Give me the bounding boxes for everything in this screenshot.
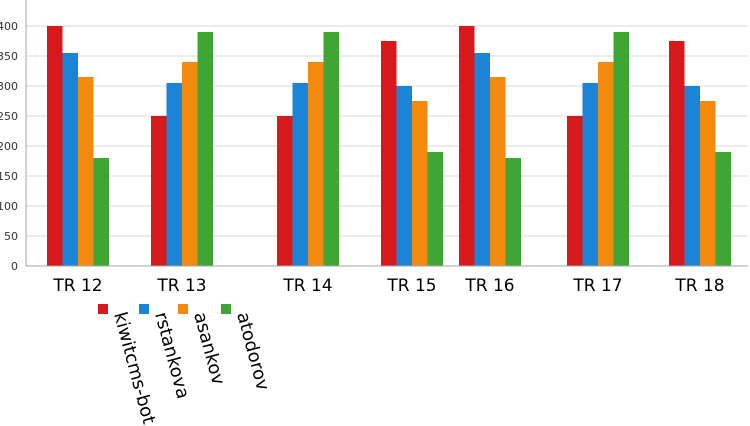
legend-label: atodorov [232,310,273,393]
bar [47,26,63,266]
y-tick-label: 350 [0,50,18,63]
bar [700,101,716,266]
bar [412,101,428,266]
x-tick-label: TR 18 [674,276,724,296]
bar [613,32,629,266]
x-tick-label: TR 17 [572,276,622,296]
bar [598,62,614,266]
x-tick-label: TR 13 [156,276,206,296]
y-tick-label: 250 [0,110,18,123]
bar [381,41,397,266]
legend-swatch [178,304,188,314]
bar [567,116,583,266]
bar [427,152,443,266]
legend-label: rstankova [150,310,193,401]
bar [715,152,731,266]
bar [308,62,324,266]
bar [490,77,506,266]
x-tick-label: TR 16 [464,276,514,296]
bar [151,116,167,266]
bar [166,83,182,266]
y-tick-label: 200 [0,140,18,153]
y-tick-label: 400 [0,20,18,33]
y-axis-ticks: 0 50 100 150 200 250 300 350 400 [0,20,18,273]
bar [182,62,198,266]
bar [474,53,490,266]
x-axis-ticks: TR 12 TR 13 TR 14 TR 15 TR 16 TR 17 TR 18 [52,276,724,296]
y-tick-label: 300 [0,80,18,93]
bar [78,77,94,266]
x-tick-label: TR 12 [52,276,102,296]
legend-swatch [221,304,231,314]
y-tick-label: 100 [0,200,18,213]
bar [396,86,412,266]
bar [323,32,339,266]
bar [93,158,109,266]
y-tick-label: 150 [0,170,18,183]
legend-swatch [98,304,108,314]
bar [197,32,213,266]
bar [684,86,700,266]
legend-label: kiwitcms-bot [109,310,159,426]
bar [292,83,308,266]
y-tick-label: 50 [4,230,18,243]
bars [47,26,731,266]
axes [25,0,748,267]
bar [459,26,475,266]
bar [669,41,685,266]
bar [277,116,293,266]
x-tick-label: TR 14 [282,276,332,296]
legend-swatch [139,304,149,314]
bar [505,158,521,266]
y-tick-label: 0 [11,260,18,273]
x-tick-label: TR 15 [386,276,436,296]
bar [62,53,78,266]
legend-label: asankov [189,310,229,388]
bar [582,83,598,266]
